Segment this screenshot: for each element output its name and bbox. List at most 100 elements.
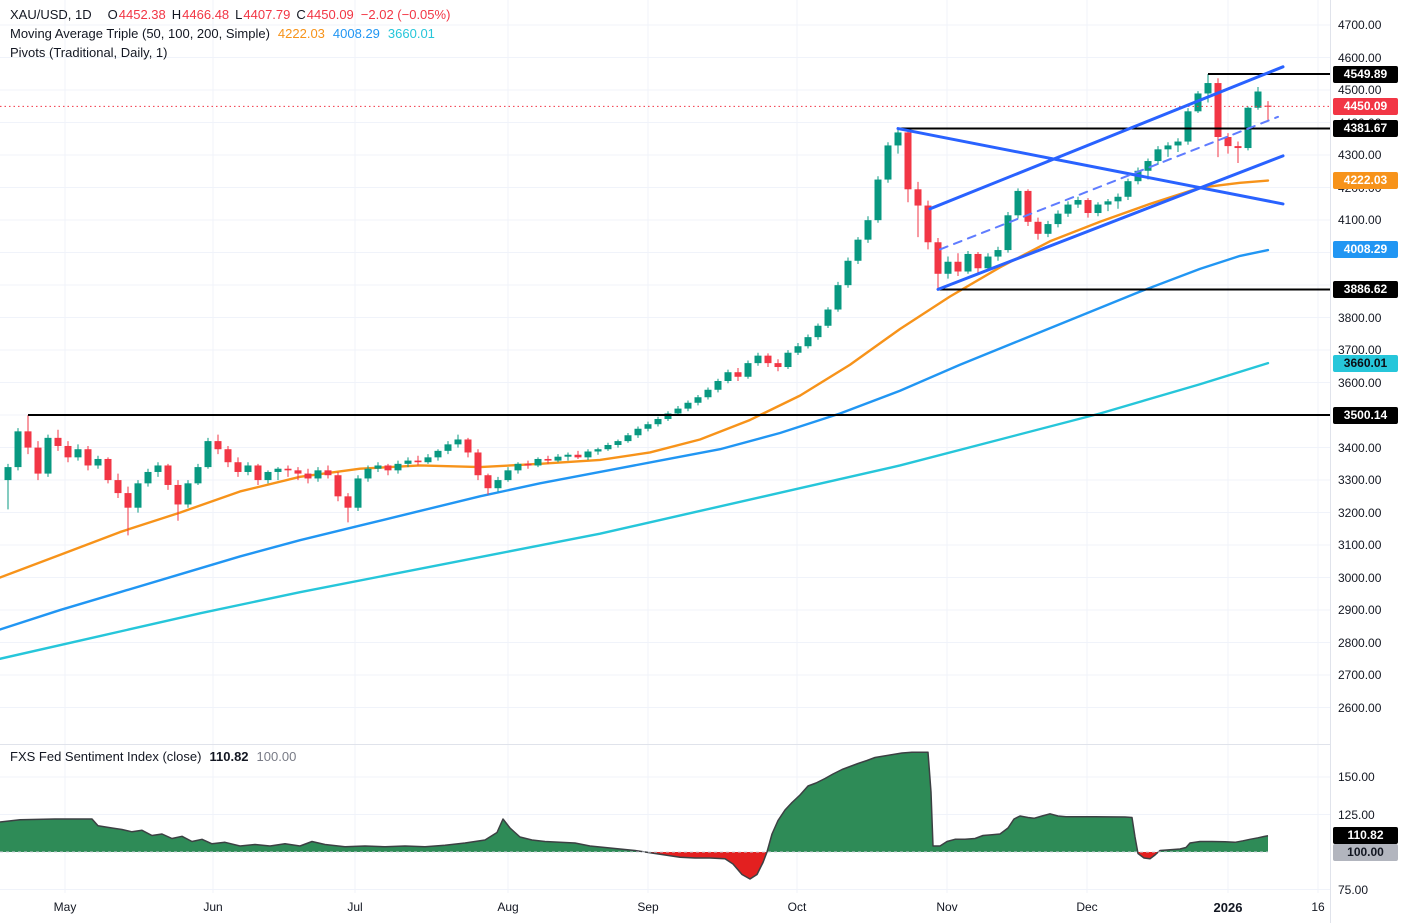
candle-body [1254, 91, 1262, 108]
candle-body [1234, 146, 1242, 149]
time-label-sep: Sep [637, 900, 659, 914]
high-value: 4466.48 [182, 7, 230, 22]
symbol-legend-row[interactable]: XAU/USD, 1D O4452.38 H4466.48 L4407.79 C4450… [10, 6, 450, 24]
pivots-indicator-title: Pivots (Traditional, Daily, 1) [10, 45, 168, 60]
price-tick: 3600.00 [1338, 375, 1382, 390]
price-tick: 3400.00 [1338, 440, 1382, 455]
candle-body [254, 465, 262, 481]
price-tick: 4300.00 [1338, 148, 1382, 163]
trendline-channel-lower[interactable] [936, 154, 1285, 291]
sentiment-baseline-value: 100.00 [256, 749, 297, 764]
candle-body [604, 445, 612, 450]
sentiment-legend-row[interactable]: FXS Fed Sentiment Index (close) 110.82 100… [10, 748, 296, 766]
candle-body [994, 250, 1002, 257]
candle-body [444, 444, 452, 451]
candle-body [564, 454, 572, 457]
candle-body [884, 145, 892, 180]
candle-body [284, 468, 292, 471]
candle-body [894, 132, 902, 146]
candle-body [194, 467, 202, 484]
ma-legend-row[interactable]: Moving Average Triple (50, 100, 200, Sim… [10, 25, 450, 43]
trendline-descending-resistance[interactable] [896, 127, 1285, 206]
sub-tick: 75.00 [1338, 882, 1369, 897]
close-label: C [296, 7, 306, 22]
sub-tick: 125.00 [1338, 807, 1375, 822]
time-label-may: May [53, 900, 77, 914]
candle-body [774, 363, 782, 368]
pane-separator[interactable] [0, 744, 1401, 745]
candle-body [94, 458, 102, 466]
trendline-channel-mid[interactable] [939, 115, 1279, 251]
price-label-chip: 3500.14 [1333, 406, 1398, 424]
candle-body [704, 389, 712, 398]
price-tick: 4100.00 [1338, 213, 1382, 228]
time-label-16: 16 [1311, 900, 1325, 914]
time-label-nov: Nov [936, 900, 958, 914]
candle-body [494, 480, 502, 489]
candle-body [654, 419, 662, 425]
candle-body [914, 189, 922, 206]
price-tick: 4700.00 [1338, 18, 1382, 33]
candle-body [414, 460, 422, 463]
candle-body [1064, 204, 1072, 214]
gridlines [0, 0, 1330, 893]
candle-body [1224, 136, 1232, 147]
candle-body [1084, 200, 1092, 214]
candle-body [324, 470, 332, 476]
price-tick: 2700.00 [1338, 668, 1382, 683]
price-label-chip: 4549.89 [1333, 65, 1398, 83]
candle-body [1104, 201, 1112, 205]
candle-body [1014, 190, 1022, 216]
candle-body [354, 478, 362, 508]
sub-tick: 150.00 [1338, 770, 1375, 784]
open-label: O [107, 7, 118, 22]
time-label-oct: Oct [787, 900, 807, 914]
candle-body [664, 413, 672, 420]
candle-body [764, 355, 772, 364]
candle-body [794, 346, 802, 353]
candle-body [1154, 149, 1162, 162]
candle-body [1184, 111, 1192, 142]
price-label-chip: 4450.09 [1333, 97, 1398, 115]
price-tick: 4500.00 [1338, 83, 1382, 98]
ma-line-sma100 [0, 248, 1270, 631]
price-axis[interactable]: 4700.004600.004500.004400.004300.004200.… [1330, 0, 1401, 923]
trendline-channel-upper[interactable] [928, 65, 1285, 211]
sentiment-line [0, 751, 1269, 880]
price-label-chip: 4381.67 [1333, 120, 1398, 138]
candle-body [594, 449, 602, 452]
pivots-legend-row[interactable]: Pivots (Traditional, Daily, 1) [10, 44, 450, 62]
sentiment-area-negative [0, 852, 1268, 879]
candle-body [934, 242, 942, 274]
candle-body [114, 480, 122, 494]
price-label-chip: 3886.62 [1333, 280, 1398, 298]
candle-body [1114, 196, 1122, 202]
candle-body [214, 441, 222, 450]
candle-body [544, 458, 552, 461]
time-axis[interactable]: May Jun Jul Aug Sep Oct Nov Dec 2026 16 [0, 893, 1330, 923]
candle-body [274, 468, 282, 472]
time-label-jul: Jul [347, 900, 363, 914]
candle-body [304, 473, 312, 479]
candle-body [1214, 83, 1222, 137]
candle-body [504, 470, 512, 481]
candle-body [874, 179, 882, 221]
time-label-aug: Aug [497, 900, 519, 914]
sub-label-chip: 110.82 [1333, 827, 1398, 845]
candle-body [984, 256, 992, 269]
candle-body [534, 458, 542, 466]
sentiment-value: 110.82 [209, 749, 249, 764]
candle-body [424, 457, 432, 463]
trendlines [896, 65, 1285, 291]
candle-body [484, 475, 492, 489]
candle-body [724, 372, 732, 381]
candle-body [904, 132, 912, 190]
price-chart-canvas[interactable] [0, 0, 1330, 923]
candle-body [84, 449, 92, 466]
time-label-jun: Jun [203, 900, 223, 914]
candle-body [1004, 215, 1012, 251]
ma-line-sma200 [0, 361, 1270, 660]
candle-body [174, 484, 182, 505]
sentiment-area-positive [0, 752, 1268, 852]
symbol-title: XAU/USD, 1D [10, 7, 92, 22]
